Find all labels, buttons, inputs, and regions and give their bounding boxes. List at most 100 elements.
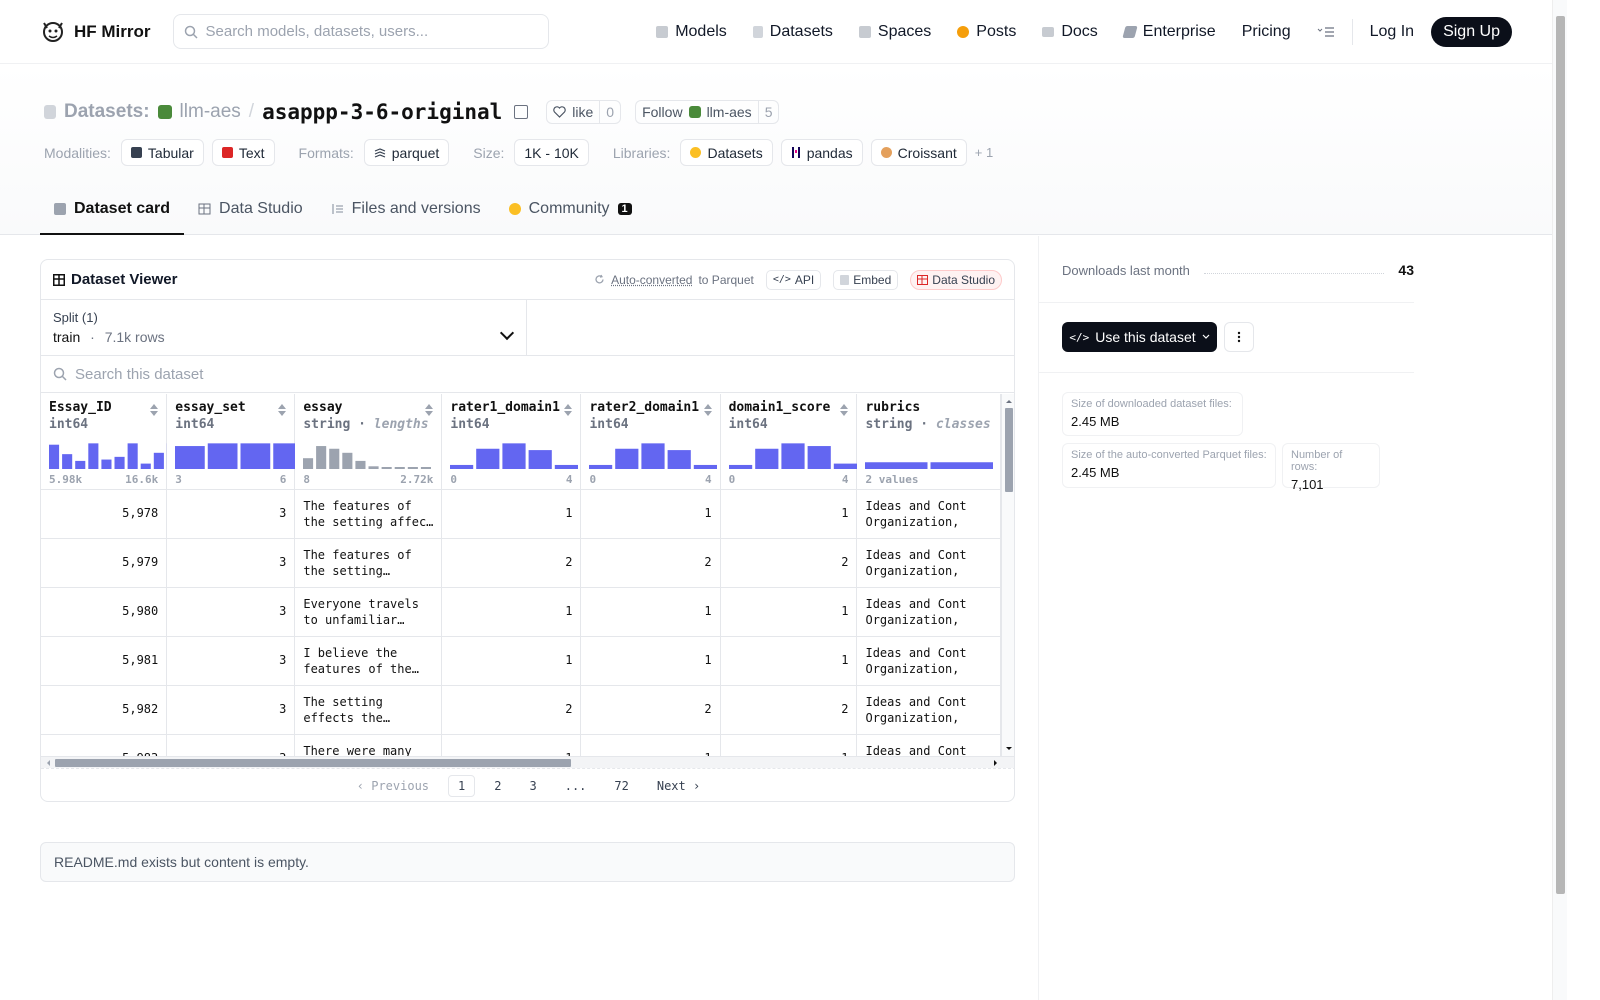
histogram-bar[interactable] — [368, 465, 379, 469]
histogram-bar[interactable] — [555, 464, 579, 469]
next-page-button[interactable]: Next › — [656, 779, 701, 793]
histogram-bar[interactable] — [395, 466, 406, 469]
table-row[interactable]: 5,979 3 The features of the setting… 2 2 2 Idea… — [41, 538, 1001, 588]
page-button[interactable]: 72 — [614, 779, 629, 793]
signup-button[interactable]: Sign Up — [1431, 16, 1512, 47]
histogram-bar[interactable] — [153, 452, 164, 469]
scroll-right-icon[interactable] — [990, 758, 1000, 768]
sort-icon[interactable] — [150, 404, 159, 416]
more-options-button[interactable] — [1224, 322, 1254, 352]
table-cell[interactable]: 3 — [166, 685, 296, 735]
table-cell[interactable]: The features of the setting affec… — [294, 489, 443, 539]
column-histogram[interactable] — [865, 442, 994, 469]
tab-files-and-versions[interactable]: Files and versions — [317, 184, 495, 235]
page-button[interactable]: 3 — [529, 779, 537, 793]
table-cell[interactable]: 1 — [720, 489, 858, 539]
histogram-bar[interactable] — [589, 464, 613, 469]
tab-dataset-card[interactable]: Dataset card — [40, 184, 185, 235]
table-cell[interactable]: 3 — [166, 489, 296, 539]
table-cell[interactable]: 3 — [166, 587, 296, 637]
histogram-bar[interactable] — [240, 442, 271, 469]
histogram-bar[interactable] — [342, 452, 353, 469]
data-studio-button[interactable]: Data Studio — [910, 269, 1002, 290]
size-tag[interactable]: 1K - 10K — [514, 139, 589, 166]
table-cell[interactable]: 3 — [166, 636, 296, 686]
logo-link[interactable]: HF Mirror — [40, 19, 151, 45]
nav-posts[interactable]: Posts — [944, 16, 1029, 48]
table-row[interactable]: 5,982 3 The setting effects the… 2 2 2 Ideas an… — [41, 685, 1001, 735]
column-histogram[interactable] — [49, 442, 177, 469]
table-cell[interactable]: 5,982 — [41, 685, 168, 735]
column-histogram[interactable] — [175, 442, 304, 469]
table-horizontal-scrollbar[interactable] — [41, 756, 1014, 768]
histogram-bar[interactable] — [49, 444, 60, 469]
nav-models[interactable]: Models — [643, 16, 740, 48]
repo-name[interactable]: asappp-3-6-original — [262, 100, 503, 124]
split-select[interactable]: Split (1) train · 7.1k rows — [41, 300, 527, 355]
table-row[interactable]: 5,980 3 Everyone travels to unfamiliar… 1 1 1 I… — [41, 587, 1001, 637]
table-cell[interactable]: 5,979 — [41, 538, 168, 588]
table-cell[interactable]: 3 — [166, 538, 296, 588]
table-cell[interactable]: 2 — [720, 538, 858, 588]
table-cell[interactable]: Ideas and Cont Organization, — [856, 685, 1001, 735]
table-cell[interactable]: Everyone travels to unfamiliar… — [294, 587, 443, 637]
histogram-bar[interactable] — [316, 445, 327, 469]
table-cell[interactable]: 5,981 — [41, 636, 168, 686]
table-cell[interactable]: 2 — [580, 538, 721, 588]
table-cell[interactable]: 2 — [441, 685, 582, 735]
table-cell[interactable]: 1 — [441, 734, 582, 756]
histogram-bar[interactable] — [355, 460, 366, 469]
vertical-scroll-thumb[interactable] — [1005, 408, 1013, 492]
column-histogram[interactable] — [589, 442, 718, 469]
sort-icon[interactable] — [564, 404, 573, 416]
table-cell[interactable]: 1 — [441, 489, 582, 539]
table-cell[interactable]: Ideas and Cont Organization, — [856, 587, 1001, 637]
page-button[interactable]: 1 — [448, 775, 476, 797]
table-cell[interactable]: Ideas and Cont — [856, 734, 1001, 756]
histogram-bar[interactable] — [615, 448, 639, 469]
histogram-bar[interactable] — [208, 442, 238, 469]
like-button[interactable]: like 0 — [546, 100, 622, 124]
table-cell[interactable]: 2 — [580, 685, 721, 735]
scroll-down-icon[interactable] — [1002, 745, 1015, 753]
api-button[interactable]: </> API — [765, 269, 822, 290]
page-scrollbar[interactable] — [1552, 0, 1567, 1000]
table-cell[interactable]: 1 — [441, 636, 582, 686]
table-cell[interactable]: The features of the setting… — [294, 538, 443, 588]
column-header[interactable]: rater2_domain1 int64 0 4 — [580, 394, 721, 490]
org-link[interactable]: llm-aes — [179, 101, 241, 122]
global-search-input[interactable]: Search models, datasets, users... — [172, 14, 549, 49]
nav-more-menu[interactable] — [1304, 16, 1348, 48]
table-cell[interactable]: 1 — [441, 587, 582, 637]
histogram-bar[interactable] — [668, 449, 692, 469]
table-row[interactable]: 5,981 3 I believe the features of the… 1 1 1 Id… — [41, 636, 1001, 686]
table-cell[interactable]: 1 — [720, 734, 858, 756]
table-cell[interactable]: 2 — [720, 685, 858, 735]
use-this-dataset-button[interactable]: </> Use this dataset — [1062, 322, 1217, 352]
datasets-crumb[interactable]: Datasets: — [64, 101, 150, 122]
column-histogram[interactable] — [303, 442, 432, 469]
histogram-bar[interactable] — [807, 445, 831, 469]
embed-button[interactable]: Embed — [833, 269, 899, 290]
histogram-bar[interactable] — [114, 456, 125, 469]
table-cell[interactable]: 5,978 — [41, 489, 168, 539]
column-header[interactable]: rubrics string · classes 2 values — [856, 394, 1001, 490]
table-cell[interactable]: 2 — [441, 538, 582, 588]
histogram-bar[interactable] — [140, 463, 151, 469]
histogram-bar[interactable] — [450, 464, 474, 469]
library-pandas-tag[interactable]: pandas — [780, 139, 863, 166]
previous-page-button[interactable]: ‹ Previous — [356, 779, 430, 793]
copy-icon[interactable] — [514, 105, 529, 119]
table-row[interactable]: 5,978 3 The features of the setting affec… 1… — [41, 489, 1001, 539]
sort-icon[interactable] — [840, 404, 849, 416]
modality-text-tag[interactable]: Text — [211, 139, 275, 166]
table-cell[interactable]: 1 — [580, 587, 721, 637]
sort-icon[interactable] — [425, 404, 434, 416]
table-cell[interactable]: 1 — [580, 489, 721, 539]
scroll-left-icon[interactable] — [44, 758, 54, 768]
more-libraries-link[interactable]: + 1 — [974, 145, 994, 160]
histogram-bar[interactable] — [127, 442, 138, 469]
scroll-up-icon[interactable] — [1002, 397, 1015, 405]
histogram-bar[interactable] — [502, 442, 526, 469]
sort-icon[interactable] — [703, 404, 712, 416]
